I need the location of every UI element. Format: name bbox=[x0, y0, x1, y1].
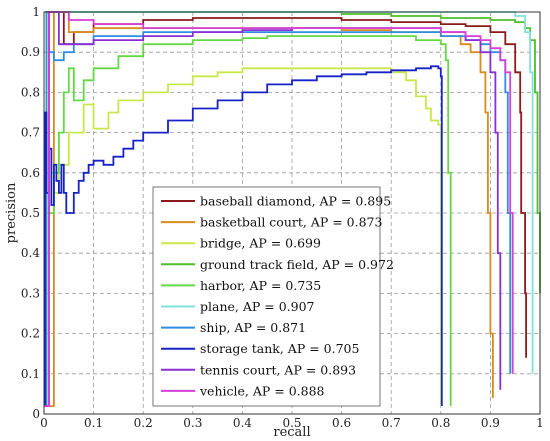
x-tick-label: 0.8 bbox=[431, 416, 450, 430]
legend-entry: ship, AP = 0.871 bbox=[200, 320, 306, 335]
legend-entry: ground track field, AP = 0.972 bbox=[200, 257, 394, 272]
x-tick-label: 0.4 bbox=[233, 416, 252, 430]
series-line-7 bbox=[44, 65, 443, 407]
x-tick-label: 0 bbox=[40, 416, 48, 430]
y-axis-label: precision bbox=[4, 182, 19, 243]
x-tick-label: 0.9 bbox=[481, 416, 500, 430]
y-tick-label: 0.6 bbox=[21, 166, 40, 180]
x-tick-label: 1 bbox=[536, 416, 544, 430]
legend-entry: vehicle, AP = 0.888 bbox=[199, 383, 325, 398]
x-tick-label: 0.5 bbox=[282, 416, 301, 430]
legend-entry: bridge, AP = 0.699 bbox=[200, 236, 321, 251]
series-line-4 bbox=[44, 11, 452, 407]
legend-entry: harbor, AP = 0.735 bbox=[200, 278, 321, 293]
y-tick-label: 1 bbox=[32, 5, 40, 19]
x-tick-label: 0.3 bbox=[183, 416, 202, 430]
legend-entry: tennis court, AP = 0.893 bbox=[200, 362, 356, 377]
legend-entry: basketball court, AP = 0.873 bbox=[200, 215, 382, 230]
y-tick-label: 0.7 bbox=[21, 126, 40, 140]
series-line-0 bbox=[44, 11, 527, 407]
y-tick-label: 0.9 bbox=[21, 45, 40, 59]
legend-entry: plane, AP = 0.907 bbox=[200, 299, 315, 314]
plot-frame bbox=[43, 11, 541, 415]
y-tick-label: 0.2 bbox=[21, 327, 40, 341]
series-line-9 bbox=[44, 11, 514, 407]
legend-entry: storage tank, AP = 0.705 bbox=[200, 341, 359, 356]
legend: baseball diamond, AP = 0.895 basketball c… bbox=[152, 186, 394, 407]
y-tick-label: 0.4 bbox=[21, 246, 40, 260]
y-tick-labels: 0 0.1 0.2 0.3 0.4 0.5 0.6 0.7 0.8 0.9 1 bbox=[21, 5, 40, 421]
y-tick-label: 0.8 bbox=[21, 85, 40, 99]
x-tick-label: 0.7 bbox=[382, 416, 401, 430]
y-tick-label: 0 bbox=[32, 407, 40, 421]
x-tick-labels: 0 0.1 0.2 0.3 0.4 0.5 0.6 0.7 0.8 0.9 1 bbox=[40, 416, 544, 430]
y-tick-label: 0.5 bbox=[21, 206, 40, 220]
legend-entry: baseball diamond, AP = 0.895 bbox=[200, 194, 391, 209]
x-tick-label: 0.2 bbox=[134, 416, 153, 430]
x-tick-label: 0.6 bbox=[332, 416, 351, 430]
x-tick-label: 0.1 bbox=[84, 416, 103, 430]
y-tick-label: 0.1 bbox=[21, 367, 40, 381]
x-axis-label: recall bbox=[273, 425, 310, 440]
y-tick-label: 0.3 bbox=[21, 286, 40, 300]
